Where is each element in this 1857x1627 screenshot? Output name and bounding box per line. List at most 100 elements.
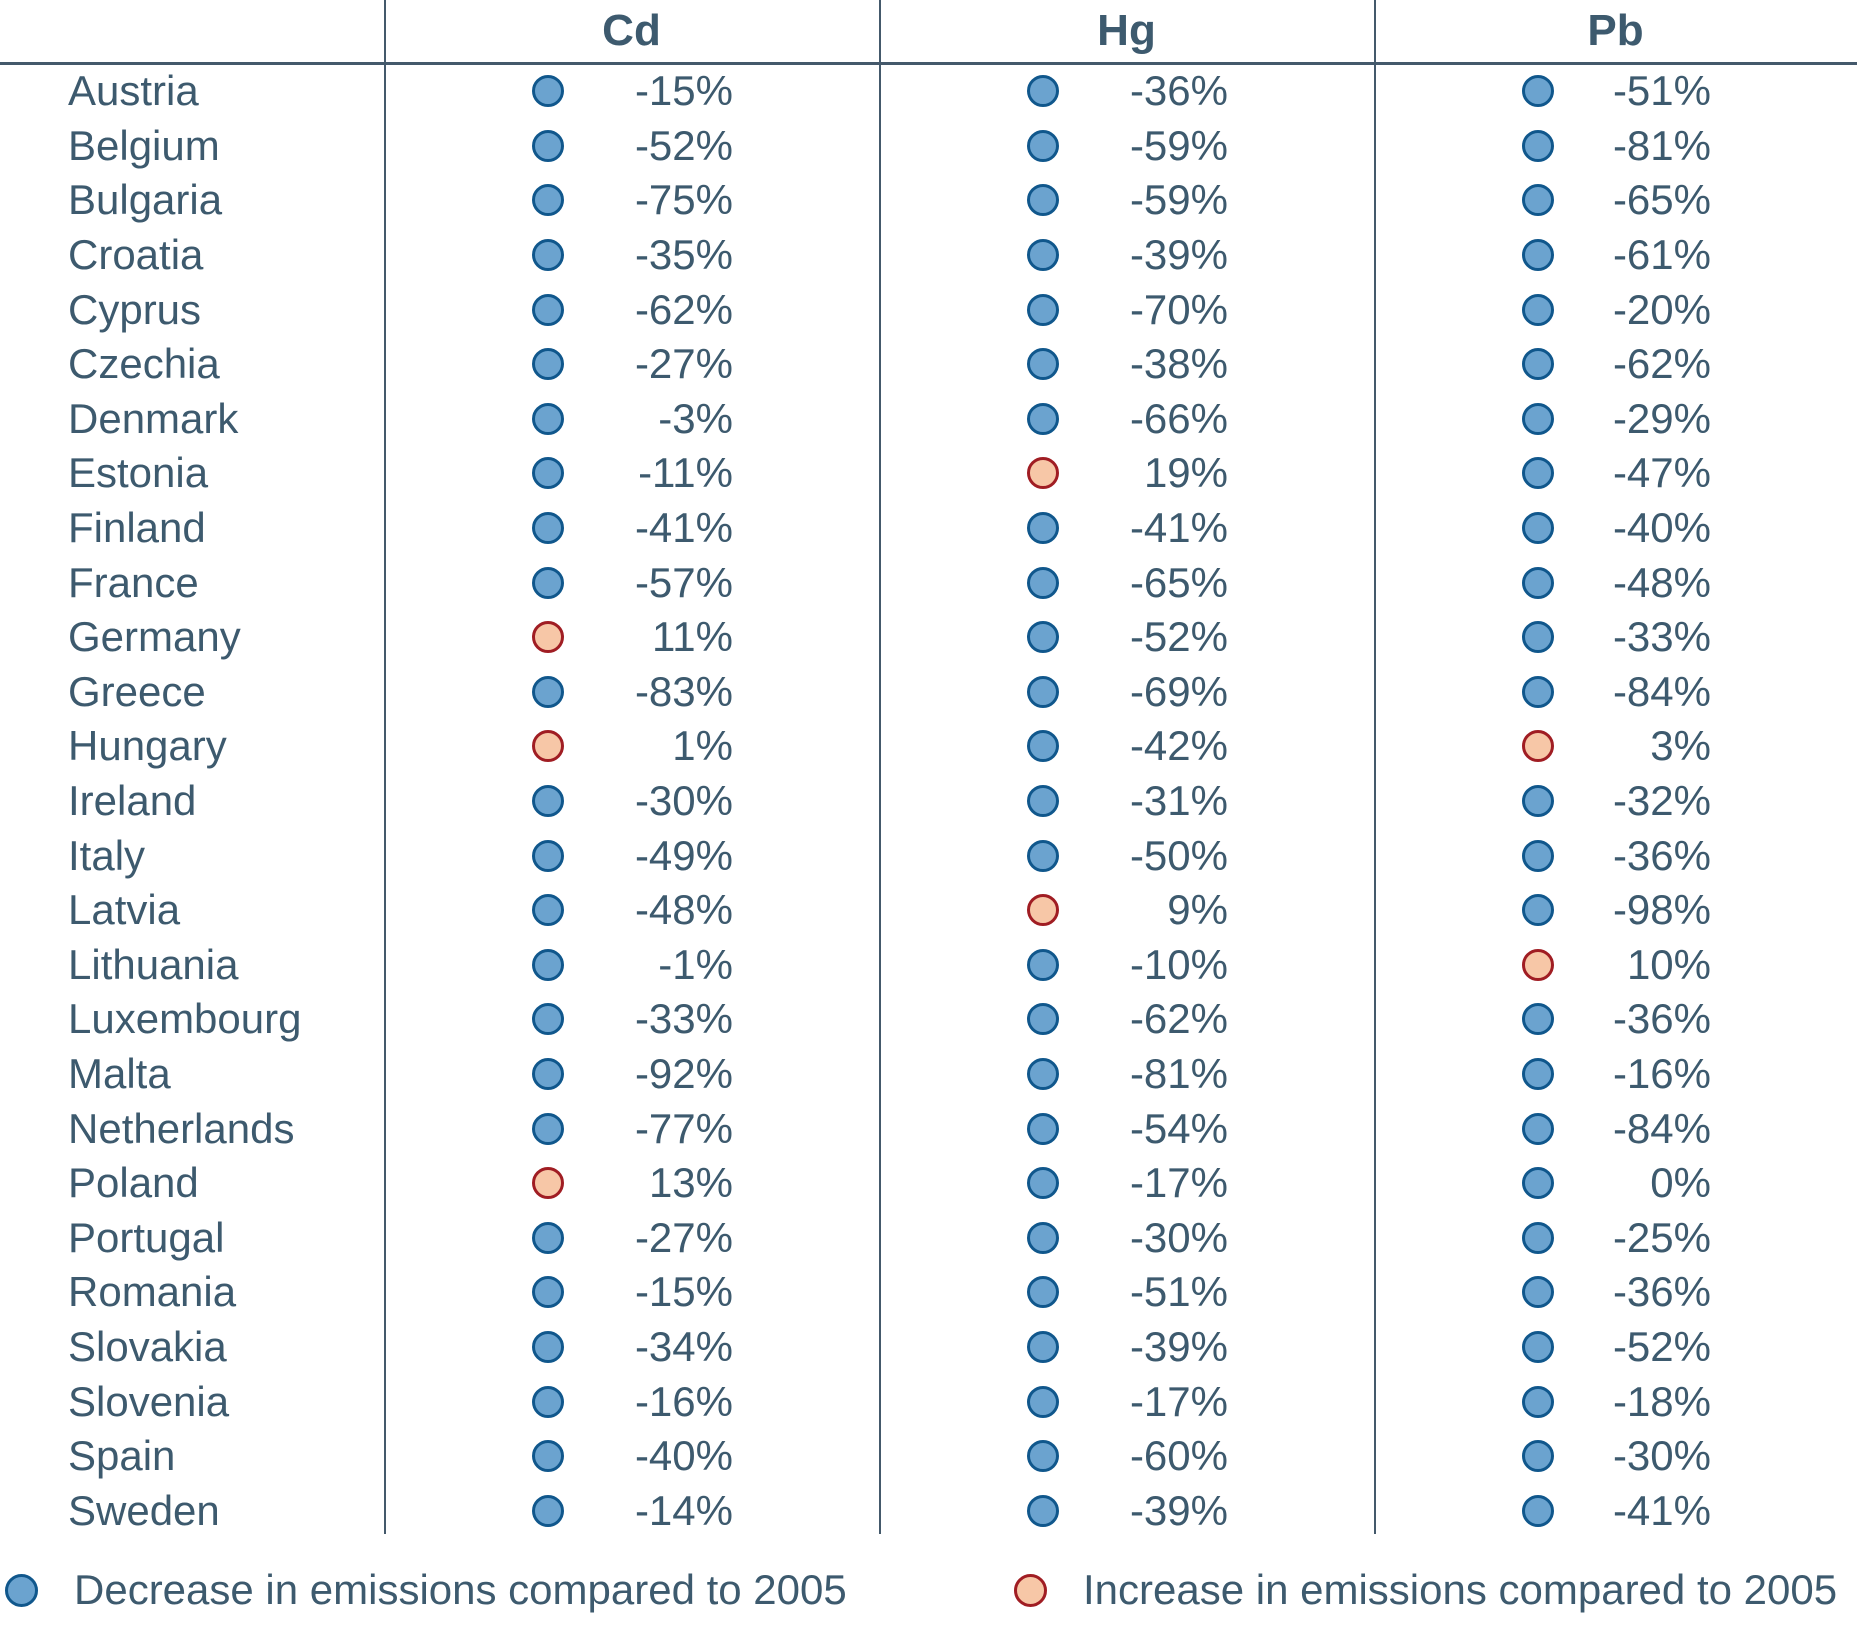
value-cell-pb: -41% <box>1374 1483 1857 1538</box>
value-cell-hg: -39% <box>879 228 1374 283</box>
decrease-dot-icon <box>532 1112 564 1145</box>
value-cell-cd: -41% <box>384 501 879 556</box>
decrease-dot-icon <box>1522 894 1554 927</box>
country-label: Ireland <box>68 777 197 825</box>
country-label: Croatia <box>68 231 204 279</box>
decrease-dot-icon <box>1027 839 1059 872</box>
decrease-dot-icon <box>1522 566 1554 599</box>
value-cell-hg: -17% <box>879 1374 1374 1429</box>
table-row: Denmark -3% -66% -29% <box>0 392 1857 447</box>
value-label: -69% <box>1129 667 1228 715</box>
table-row: Sweden -14% -39% -41% <box>0 1483 1857 1538</box>
country-label: Slovenia <box>68 1377 230 1425</box>
decrease-dot-icon <box>532 348 564 381</box>
decrease-dot-icon <box>532 129 564 162</box>
decrease-dot-icon <box>1027 239 1059 272</box>
table-row: Slovenia -16% -17% -18% <box>0 1374 1857 1429</box>
decrease-dot-icon <box>1522 1112 1554 1145</box>
table-body: Austria -15% -36% -51% Belgium -52% -59% -81% Bu… <box>0 64 1857 1538</box>
value-cell-cd: -40% <box>384 1429 879 1484</box>
country-label: Luxembourg <box>68 995 302 1043</box>
country-label: Slovakia <box>68 1322 227 1370</box>
value-cell-pb: -25% <box>1374 1210 1857 1265</box>
decrease-dot-icon <box>1027 1167 1059 1200</box>
decrease-dot-icon <box>1522 239 1554 272</box>
value-label: -98% <box>1612 886 1711 934</box>
value-cell-cd: -52% <box>384 119 879 174</box>
decrease-dot-icon <box>1522 1167 1554 1200</box>
decrease-dot-icon <box>1522 348 1554 381</box>
value-label: 9% <box>1167 886 1228 934</box>
increase-dot-icon <box>532 730 564 763</box>
value-cell-pb: -65% <box>1374 173 1857 228</box>
country-label: Estonia <box>68 449 209 497</box>
value-label: -61% <box>1612 231 1711 279</box>
value-cell-hg: -42% <box>879 719 1374 774</box>
decrease-dot-icon <box>1522 621 1554 654</box>
decrease-dot-icon <box>1522 1057 1554 1090</box>
value-label: -84% <box>1612 667 1711 715</box>
value-cell-cd: -15% <box>384 64 879 119</box>
decrease-dot-icon <box>1027 1330 1059 1363</box>
decrease-dot-icon <box>1027 566 1059 599</box>
value-label: -39% <box>1129 1322 1228 1370</box>
legend-item-decrease: Decrease in emissions compared to 2005 <box>5 1560 847 1620</box>
decrease-dot-icon <box>532 1385 564 1418</box>
decrease-dot-icon <box>532 75 564 108</box>
table-row: Belgium -52% -59% -81% <box>0 119 1857 174</box>
table-row: Ireland -30% -31% -32% <box>0 774 1857 829</box>
decrease-dot-icon <box>532 239 564 272</box>
decrease-dot-icon <box>532 1057 564 1090</box>
decrease-dot-icon <box>1027 402 1059 435</box>
value-label: -50% <box>1129 831 1228 879</box>
decrease-dot-icon <box>1522 75 1554 108</box>
country-label: Bulgaria <box>68 176 223 224</box>
table-row: Poland 13% -17% 0% <box>0 1156 1857 1211</box>
value-label: -41% <box>1612 1486 1711 1534</box>
value-cell-cd: -14% <box>384 1483 879 1538</box>
table-row: Netherlands -77% -54% -84% <box>0 1101 1857 1156</box>
increase-dot-icon <box>1522 948 1554 981</box>
decrease-dot-icon <box>1522 785 1554 818</box>
value-label: -62% <box>634 285 733 333</box>
value-label: -59% <box>1129 176 1228 224</box>
value-cell-cd: -3% <box>384 392 879 447</box>
decrease-dot-icon <box>1522 457 1554 490</box>
value-cell-pb: -61% <box>1374 228 1857 283</box>
value-cell-pb: -48% <box>1374 555 1857 610</box>
value-label: -81% <box>1612 121 1711 169</box>
value-cell-cd: -62% <box>384 282 879 337</box>
column-divider <box>384 0 386 1534</box>
decrease-dot-icon <box>1522 1494 1554 1527</box>
table-row: Romania -15% -51% -36% <box>0 1265 1857 1320</box>
value-label: 0% <box>1650 1159 1711 1207</box>
value-cell-pb: -98% <box>1374 883 1857 938</box>
country-label: Netherlands <box>68 1104 295 1152</box>
column-header-hg: Hg <box>1097 6 1156 55</box>
country-label: Austria <box>68 67 199 115</box>
value-label: -62% <box>1612 340 1711 388</box>
value-cell-pb: -20% <box>1374 282 1857 337</box>
value-cell-hg: 19% <box>879 446 1374 501</box>
table-row: Croatia -35% -39% -61% <box>0 228 1857 283</box>
country-label: Cyprus <box>68 285 202 333</box>
value-cell-cd: -27% <box>384 337 879 392</box>
value-cell-cd: -77% <box>384 1101 879 1156</box>
decrease-dot-icon <box>532 566 564 599</box>
value-label: -30% <box>1129 1213 1228 1261</box>
country-label: Germany <box>68 613 241 661</box>
value-label: -92% <box>634 1049 733 1097</box>
increase-dot-icon <box>532 621 564 654</box>
value-label: -16% <box>1612 1049 1711 1097</box>
decrease-dot-icon <box>1522 1003 1554 1036</box>
country-label: Lithuania <box>68 940 239 988</box>
value-cell-pb: -30% <box>1374 1429 1857 1484</box>
value-cell-hg: -60% <box>879 1429 1374 1484</box>
value-label: -32% <box>1612 777 1711 825</box>
value-cell-pb: -33% <box>1374 610 1857 665</box>
decrease-dot-icon <box>1027 1057 1059 1090</box>
value-cell-hg: -39% <box>879 1483 1374 1538</box>
value-label: -41% <box>1129 504 1228 552</box>
value-cell-hg: -41% <box>879 501 1374 556</box>
decrease-dot-icon <box>1522 293 1554 326</box>
